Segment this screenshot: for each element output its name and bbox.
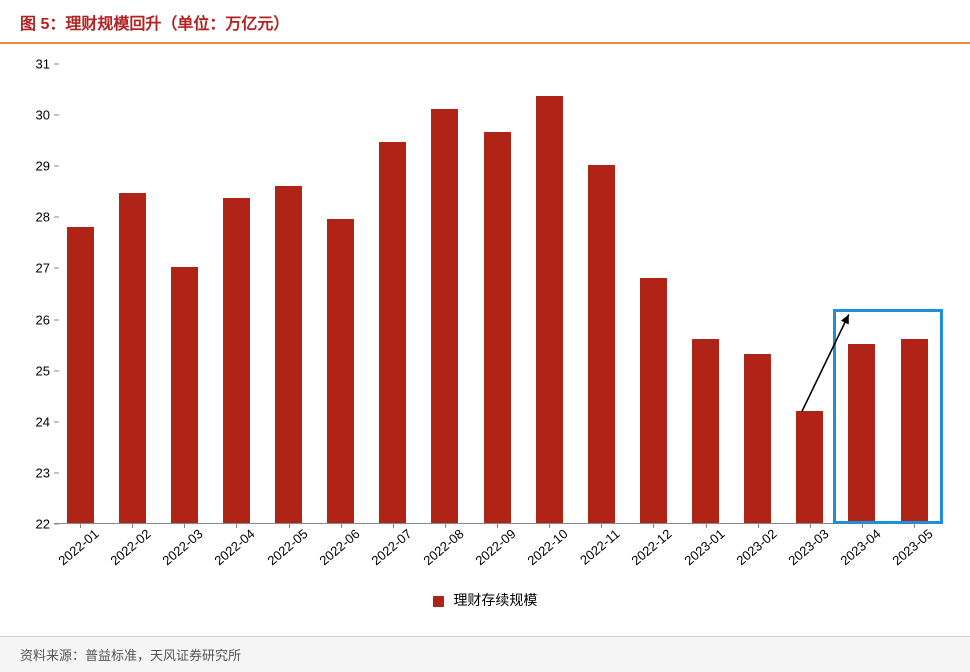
bar — [744, 354, 771, 523]
bar-slot: 2022-09 — [471, 64, 523, 523]
bar-slot: 2023-04 — [836, 64, 888, 523]
bar — [796, 411, 823, 523]
bar — [484, 132, 511, 523]
x-tick-mark — [132, 523, 133, 528]
x-tick-mark — [184, 523, 185, 528]
bar-slot: 2022-03 — [158, 64, 210, 523]
bar — [692, 339, 719, 523]
x-tick-label: 2023-04 — [837, 526, 883, 568]
bar — [171, 267, 198, 523]
bar-slot: 2022-06 — [315, 64, 367, 523]
bar-slot: 2022-07 — [367, 64, 419, 523]
bars-group: 2022-012022-022022-032022-042022-052022-… — [54, 64, 940, 523]
x-tick-mark — [914, 523, 915, 528]
bar-slot: 2022-01 — [54, 64, 106, 523]
bar — [431, 109, 458, 523]
bar — [67, 227, 94, 523]
bar-slot: 2023-01 — [680, 64, 732, 523]
x-tick-label: 2022-01 — [55, 526, 101, 568]
bar-slot: 2022-12 — [627, 64, 679, 523]
source-line: 资料来源：普益标准，天风证券研究所 — [0, 636, 970, 672]
plot-area: 2022-012022-022022-032022-042022-052022-… — [54, 64, 940, 524]
chart-area: 22232425262728293031 2022-012022-022022-… — [20, 54, 950, 614]
y-tick-label: 28 — [20, 210, 50, 225]
bar — [119, 193, 146, 523]
bar-slot: 2022-10 — [523, 64, 575, 523]
bar — [275, 186, 302, 523]
x-tick-label: 2022-09 — [472, 526, 518, 568]
y-tick-label: 23 — [20, 465, 50, 480]
bar — [901, 339, 928, 523]
bar — [379, 142, 406, 523]
bar-slot: 2022-08 — [419, 64, 471, 523]
bar — [848, 344, 875, 523]
bar-slot: 2023-03 — [784, 64, 836, 523]
y-tick-label: 29 — [20, 159, 50, 174]
x-tick-label: 2023-03 — [785, 526, 831, 568]
x-tick-label: 2022-02 — [108, 526, 154, 568]
x-tick-label: 2022-07 — [368, 526, 414, 568]
y-tick-label: 22 — [20, 517, 50, 532]
legend: 理财存续规模 — [20, 590, 950, 610]
figure-container: 图 5：理财规模回升（单位：万亿元） 22232425262728293031 … — [0, 0, 970, 672]
x-tick-label: 2022-08 — [420, 526, 466, 568]
y-tick-label: 27 — [20, 261, 50, 276]
x-tick-mark — [653, 523, 654, 528]
bar — [640, 278, 667, 523]
x-tick-label: 2023-02 — [733, 526, 779, 568]
bar — [223, 198, 250, 523]
x-tick-label: 2022-03 — [160, 526, 206, 568]
x-tick-label: 2023-05 — [889, 526, 935, 568]
y-tick-label: 26 — [20, 312, 50, 327]
source-text: 资料来源：普益标准，天风证券研究所 — [20, 648, 241, 663]
x-tick-mark — [236, 523, 237, 528]
x-tick-mark — [810, 523, 811, 528]
x-tick-mark — [549, 523, 550, 528]
y-tick-label: 25 — [20, 363, 50, 378]
x-tick-label: 2023-01 — [681, 526, 727, 568]
x-tick-label: 2022-04 — [212, 526, 258, 568]
x-tick-mark — [862, 523, 863, 528]
bar-slot: 2022-04 — [210, 64, 262, 523]
bar-slot: 2022-02 — [106, 64, 158, 523]
x-tick-label: 2022-12 — [629, 526, 675, 568]
x-tick-mark — [341, 523, 342, 528]
x-tick-mark — [497, 523, 498, 528]
x-tick-mark — [706, 523, 707, 528]
y-tick-label: 30 — [20, 108, 50, 123]
bar — [327, 219, 354, 523]
bar-slot: 2023-02 — [732, 64, 784, 523]
x-tick-mark — [80, 523, 81, 528]
y-tick-label: 31 — [20, 57, 50, 72]
x-tick-label: 2022-11 — [577, 526, 622, 568]
chart-title: 图 5：理财规模回升（单位：万亿元） — [20, 16, 289, 33]
x-tick-label: 2022-05 — [264, 526, 310, 568]
title-bar: 图 5：理财规模回升（单位：万亿元） — [0, 0, 970, 44]
bar — [588, 165, 615, 523]
x-tick-label: 2022-06 — [316, 526, 362, 568]
x-tick-mark — [289, 523, 290, 528]
y-tick-label: 24 — [20, 414, 50, 429]
legend-label: 理财存续规模 — [453, 592, 537, 608]
x-tick-mark — [758, 523, 759, 528]
bar-slot: 2023-05 — [888, 64, 940, 523]
x-tick-mark — [601, 523, 602, 528]
x-tick-label: 2022-10 — [525, 526, 571, 568]
bar-slot: 2022-05 — [263, 64, 315, 523]
bar — [536, 96, 563, 523]
x-tick-mark — [445, 523, 446, 528]
legend-swatch — [433, 596, 444, 607]
x-tick-mark — [393, 523, 394, 528]
bar-slot: 2022-11 — [575, 64, 627, 523]
